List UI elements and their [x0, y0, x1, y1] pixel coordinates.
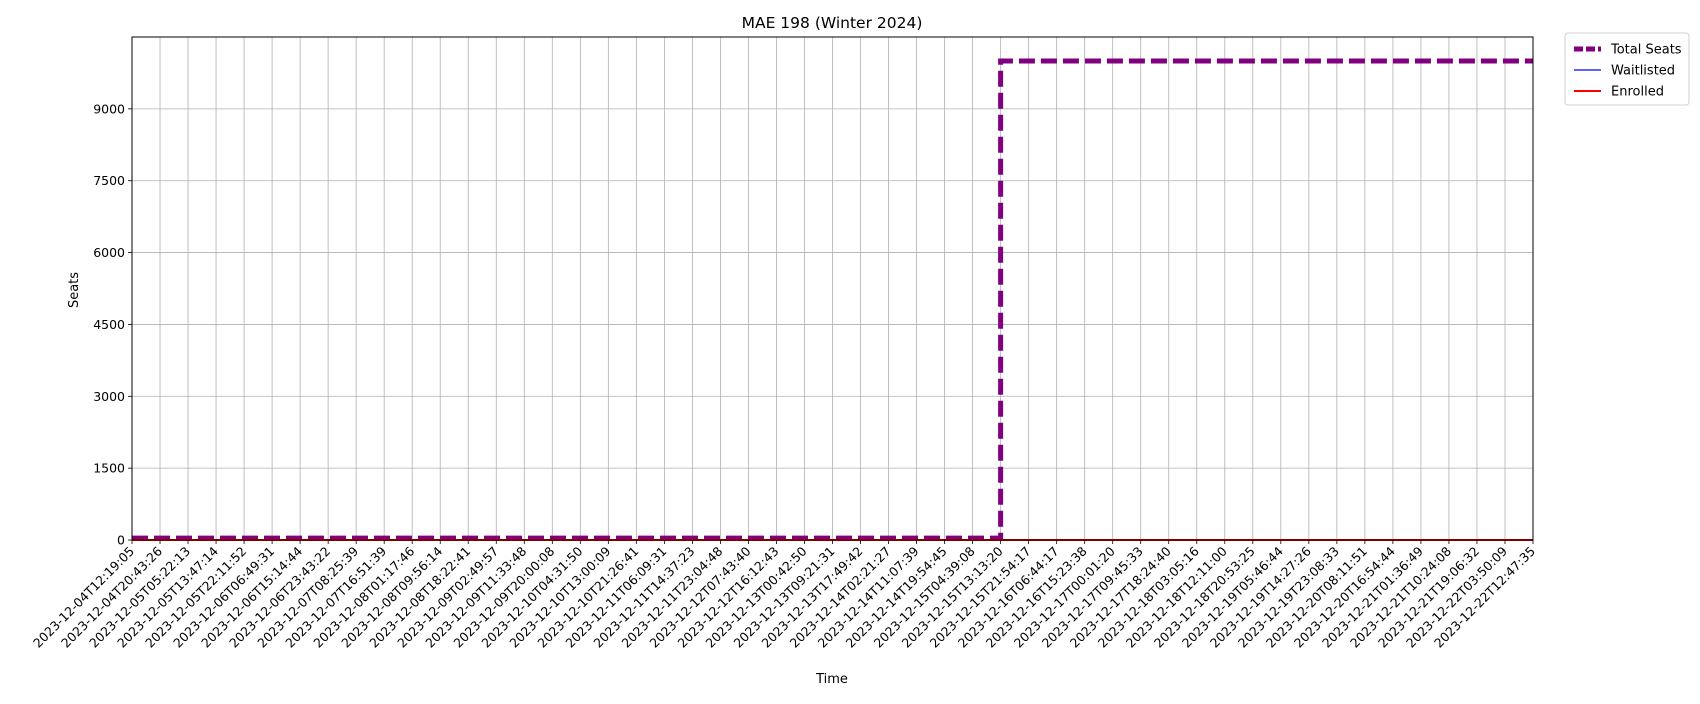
legend-label: Enrolled: [1611, 85, 1664, 100]
series-line-total-seats: [132, 58, 1533, 541]
y-tick-label: 4500: [93, 317, 125, 332]
y-tick-label: 9000: [93, 101, 125, 116]
legend-label: Waitlisted: [1611, 64, 1675, 79]
x-axis: 2023-12-04T12:19:052023-12-04T20:43:2620…: [30, 540, 1538, 651]
y-axis: 0 1500 3000 4500 6000 7500 9000: [93, 101, 132, 548]
legend-label: Total Seats: [1610, 43, 1682, 58]
y-tick-label: 0: [117, 533, 125, 548]
x-axis-title: Time: [815, 672, 848, 687]
y-axis-title: Seats: [67, 272, 82, 308]
legend-box: [1564, 32, 1690, 106]
y-tick-label: 6000: [93, 245, 125, 260]
y-tick-label: 3000: [93, 389, 125, 404]
y-tick-label: 7500: [93, 173, 125, 188]
grid: [131, 37, 1534, 541]
y-tick-label: 1500: [93, 461, 125, 476]
legend: Total Seats Waitlisted Enrolled: [1564, 32, 1690, 106]
chart-title: MAE 198 (Winter 2024): [742, 14, 923, 32]
